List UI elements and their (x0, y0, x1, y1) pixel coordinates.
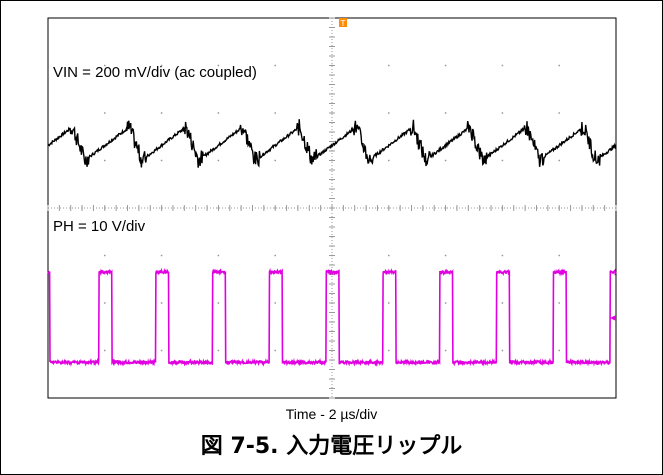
grid-dot (558, 349, 561, 352)
grid-dot (558, 64, 561, 67)
grid-dot (274, 64, 277, 67)
grid-dot (160, 302, 163, 304)
grid-dot (274, 349, 277, 352)
traces (47, 119, 617, 367)
grid-dot (558, 254, 561, 257)
grid-dot (501, 254, 504, 257)
grid-dot (217, 112, 220, 114)
grid-dot (387, 64, 390, 67)
grid-dot (217, 64, 220, 67)
grid-dot (217, 302, 220, 304)
grid-dot (274, 302, 277, 304)
grid-dot (501, 349, 504, 352)
grid-dot (387, 349, 390, 352)
grid-dot (274, 159, 277, 162)
grid-dot (444, 64, 447, 67)
grid-dot (103, 159, 106, 162)
ph-switch-trace (47, 267, 617, 367)
grid-dot (103, 349, 106, 352)
grid-dot (217, 349, 220, 352)
grid-dot (444, 159, 447, 162)
grid-dot (501, 302, 504, 304)
grid-dot (103, 254, 106, 257)
grid (47, 17, 617, 399)
grid-dot (558, 112, 561, 114)
level-marker-icon (610, 315, 616, 321)
grid-dot (387, 254, 390, 257)
grid-dot (217, 159, 220, 162)
grid-dot (274, 254, 277, 257)
grid-dot (160, 112, 163, 114)
grid-dot (444, 112, 447, 114)
grid-dot (501, 159, 504, 162)
vin-ripple-trace (47, 119, 617, 168)
trigger-marker-text: T (340, 19, 346, 28)
grid-dot (274, 112, 277, 114)
grid-dot (160, 64, 163, 67)
grid-dot (160, 254, 163, 257)
grid-dot (217, 254, 220, 257)
x-axis-label: Time - 2 µs/div (285, 406, 378, 422)
grid-dot (387, 159, 390, 162)
grid-dot (558, 159, 561, 162)
grid-dot (501, 64, 504, 67)
grid-dot (501, 112, 504, 114)
figure-caption: 図 7-5. 入力電圧リップル (200, 434, 463, 459)
grid-dot (444, 254, 447, 257)
grid-dot (160, 159, 163, 162)
grid-dot (444, 302, 447, 304)
grid-dot (558, 302, 561, 304)
series-label-vin: VIN = 200 mV/div (ac coupled) (53, 64, 257, 81)
grid-dot (444, 349, 447, 352)
grid-dot (103, 64, 106, 67)
grid-dot (103, 302, 106, 304)
grid-dot (387, 302, 390, 304)
oscilloscope-chart: VIN = 200 mV/div (ac coupled) PH = 10 V/… (47, 17, 617, 399)
grid-dot (160, 349, 163, 352)
series-label-ph: PH = 10 V/div (53, 218, 146, 235)
grid-dot (103, 112, 106, 114)
grid-dot (387, 112, 390, 114)
trigger-marker-icon: T (339, 18, 347, 28)
